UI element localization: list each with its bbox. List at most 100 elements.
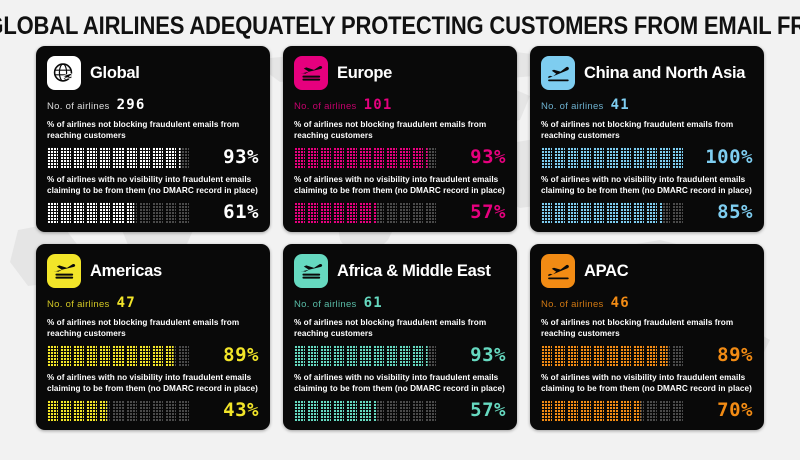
bar-segment-on	[151, 344, 163, 366]
bar-segment-on	[307, 201, 319, 223]
airlines-count-value: 46	[610, 295, 630, 311]
bar-segment-off	[112, 399, 124, 421]
bar-segment-partial	[177, 146, 189, 168]
bar-segment-on	[671, 146, 683, 168]
metric-dmarc-row: 70%	[541, 399, 753, 421]
airlines-count-value: 41	[610, 97, 630, 113]
airlines-count-row: No. of airlines 41	[541, 97, 753, 113]
plane-descending-icon	[547, 264, 569, 279]
metric-dmarc-bar	[47, 201, 189, 223]
bar-segment-on	[99, 344, 111, 366]
bar-segment-on	[606, 344, 618, 366]
airlines-count-label: No. of airlines	[47, 101, 110, 112]
bar-segment-on	[346, 344, 358, 366]
metric-dmarc-row: 85%	[541, 201, 753, 223]
bar-segment-on	[619, 399, 631, 421]
bar-segment-off	[424, 201, 436, 223]
bar-segment-on	[359, 146, 371, 168]
airlines-count-value: 296	[116, 97, 146, 113]
bar-segment-on	[554, 201, 566, 223]
bar-segment-on	[645, 344, 657, 366]
bar-segment-off	[177, 201, 189, 223]
bar-segment-partial	[632, 399, 644, 421]
metric-dmarc-percent: 57%	[470, 201, 506, 224]
bar-segment-on	[320, 399, 332, 421]
bar-segment-off	[385, 201, 397, 223]
metric-blocking-row: 89%	[47, 344, 259, 366]
metric-dmarc: % of airlines with no visibility into fr…	[47, 174, 259, 223]
metric-dmarc-row: 57%	[294, 399, 506, 421]
metric-blocking-percent: 100%	[705, 146, 753, 169]
metric-dmarc-bar	[47, 399, 189, 421]
metric-blocking-row: 89%	[541, 344, 753, 366]
bar-segment-on	[60, 146, 72, 168]
bar-segment-off	[164, 399, 176, 421]
plane-landing-icon	[300, 263, 322, 279]
bar-segment-on	[125, 146, 137, 168]
bar-segment-on	[86, 399, 98, 421]
bar-segment-on	[138, 146, 150, 168]
bar-segment-on	[593, 399, 605, 421]
region-name: Global	[90, 63, 140, 82]
metric-blocking-bar	[541, 146, 683, 168]
bar-segment-on	[632, 201, 644, 223]
bar-segment-on	[320, 201, 332, 223]
airlines-count-row: No. of airlines 101	[294, 97, 506, 113]
region-icon-americas	[47, 254, 81, 288]
metric-blocking: % of airlines not blocking fraudulent em…	[47, 119, 259, 168]
bar-segment-on	[294, 399, 306, 421]
metric-blocking-label: % of airlines not blocking fraudulent em…	[541, 120, 734, 141]
region-name: Europe	[337, 63, 393, 82]
bar-segment-on	[333, 201, 345, 223]
bar-segment-off	[411, 201, 423, 223]
bar-segment-on	[645, 201, 657, 223]
bar-segment-off	[671, 201, 683, 223]
airlines-count-label: No. of airlines	[47, 299, 110, 310]
metric-dmarc-percent: 57%	[470, 399, 506, 422]
metric-dmarc-label: % of airlines with no visibility into fr…	[47, 373, 258, 394]
airlines-count-value: 101	[363, 97, 393, 113]
bar-segment-on	[580, 344, 592, 366]
region-name: China and North Asia	[584, 63, 746, 82]
bar-segment-on	[593, 201, 605, 223]
bar-segment-on	[307, 344, 319, 366]
bar-segment-on	[47, 344, 59, 366]
bar-segment-on	[554, 399, 566, 421]
globe-plane-icon	[53, 63, 73, 82]
bar-segment-on	[320, 344, 332, 366]
page-title: ARE GLOBAL AIRLINES ADEQUATELY PROTECTIN…	[0, 11, 800, 40]
metric-dmarc-label: % of airlines with no visibility into fr…	[47, 175, 258, 196]
bar-segment-on	[86, 201, 98, 223]
region-icon-europe	[294, 56, 328, 90]
bar-segment-partial	[99, 399, 111, 421]
region-card-grid: Global No. of airlines 296 % of airlines no…	[0, 46, 800, 430]
airlines-count-label: No. of airlines	[294, 299, 357, 310]
metric-blocking-bar	[47, 344, 189, 366]
bar-segment-on	[333, 399, 345, 421]
card-header: Global	[47, 56, 259, 90]
headline-container: ARE GLOBAL AIRLINES ADEQUATELY PROTECTIN…	[0, 0, 800, 46]
bar-segment-on	[554, 146, 566, 168]
bar-segment-on	[73, 399, 85, 421]
bar-segment-partial	[658, 201, 670, 223]
bar-segment-partial	[372, 201, 384, 223]
bar-segment-on	[346, 399, 358, 421]
bar-segment-on	[125, 344, 137, 366]
bar-segment-on	[47, 201, 59, 223]
airlines-count-row: No. of airlines 296	[47, 97, 259, 113]
bar-segment-on	[346, 146, 358, 168]
metric-dmarc-bar	[541, 399, 683, 421]
bar-segment-on	[541, 201, 553, 223]
region-card-americas: Americas No. of airlines 47 % of airlines n…	[36, 244, 270, 430]
metric-dmarc-row: 61%	[47, 201, 259, 223]
metric-dmarc-percent: 61%	[223, 201, 259, 224]
plane-landing-icon	[53, 263, 75, 279]
region-icon-africa-and-middle-east	[294, 254, 328, 288]
bar-segment-off	[671, 344, 683, 366]
metric-blocking-percent: 93%	[470, 344, 506, 367]
bar-segment-on	[60, 344, 72, 366]
metric-dmarc-label: % of airlines with no visibility into fr…	[541, 373, 752, 394]
region-icon-china-and-north-asia	[541, 56, 575, 90]
metric-dmarc-percent: 85%	[717, 201, 753, 224]
bar-segment-off	[151, 201, 163, 223]
